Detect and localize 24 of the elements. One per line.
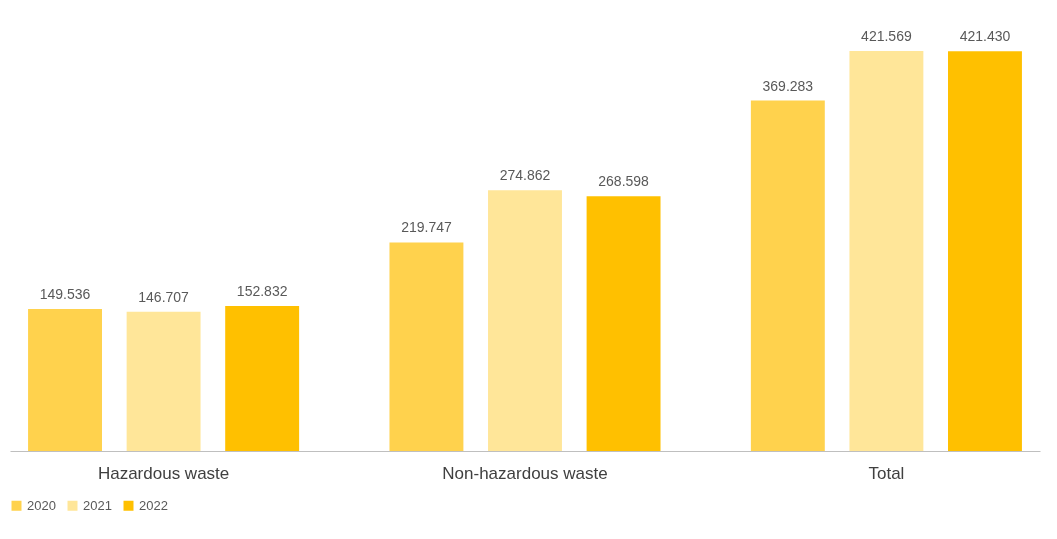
data-label: 421.430: [959, 28, 1011, 45]
data-label: 369.283: [762, 77, 814, 94]
data-label: 421.569: [861, 28, 912, 44]
bar: [849, 51, 924, 451]
data-label: 274.862: [499, 167, 551, 184]
bar: [389, 242, 464, 451]
bar: [488, 190, 562, 451]
data-label: 146.707: [138, 288, 190, 305]
data-label: 149.536: [39, 286, 91, 303]
data-label: 268.598: [598, 173, 650, 190]
x-tick-label: Non-hazardous waste: [442, 463, 608, 483]
x-tick-label: Hazardous waste: [97, 463, 230, 483]
legend-label: 2021: [83, 497, 112, 513]
legend-label: 2020: [27, 497, 56, 513]
bar: [225, 305, 300, 451]
bar: [28, 309, 102, 451]
bar: [750, 100, 825, 451]
data-label: 152.832: [236, 282, 288, 299]
legend-label: 2022: [139, 497, 168, 513]
x-tick-label: Total: [868, 463, 905, 483]
bar: [586, 196, 661, 451]
bar: [126, 311, 201, 451]
data-label: 219.747: [401, 219, 452, 236]
bar: [948, 51, 1022, 451]
